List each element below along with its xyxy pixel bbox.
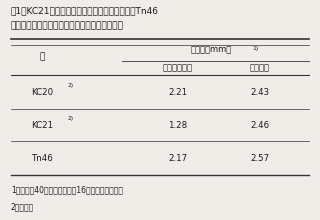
Text: 2.57: 2.57 xyxy=(250,154,269,163)
Text: 1）接種後40日における病斑16個の直径の平均値: 1）接種後40日における病斑16個の直径の平均値 xyxy=(11,185,123,194)
Text: 2）野生株: 2）野生株 xyxy=(11,202,34,211)
Text: KC20: KC20 xyxy=(32,88,54,97)
Text: ネーブル: ネーブル xyxy=(250,63,270,72)
Text: 2.21: 2.21 xyxy=(168,88,187,97)
Text: 病斑径（mm）: 病斑径（mm） xyxy=(190,46,231,55)
Text: が各カンキツ植物の葉に形成した病斑の大きさ: が各カンキツ植物の葉に形成した病斑の大きさ xyxy=(11,21,124,30)
Text: 2.46: 2.46 xyxy=(250,121,269,130)
Text: 株: 株 xyxy=(40,52,45,61)
Text: 2): 2) xyxy=(68,83,74,88)
Text: KC21: KC21 xyxy=(32,121,54,130)
Text: 1.28: 1.28 xyxy=(168,121,187,130)
Text: 2.17: 2.17 xyxy=(168,154,187,163)
Text: Tn46: Tn46 xyxy=(32,154,53,163)
Text: 2.43: 2.43 xyxy=(250,88,269,97)
Text: 表1　KC21株由来のトランスポゾンタギング株Tn46: 表1 KC21株由来のトランスポゾンタギング株Tn46 xyxy=(11,7,159,16)
Text: 1): 1) xyxy=(252,46,258,51)
Text: オオタチバナ: オオタチバナ xyxy=(163,63,192,72)
Text: 2): 2) xyxy=(68,116,74,121)
